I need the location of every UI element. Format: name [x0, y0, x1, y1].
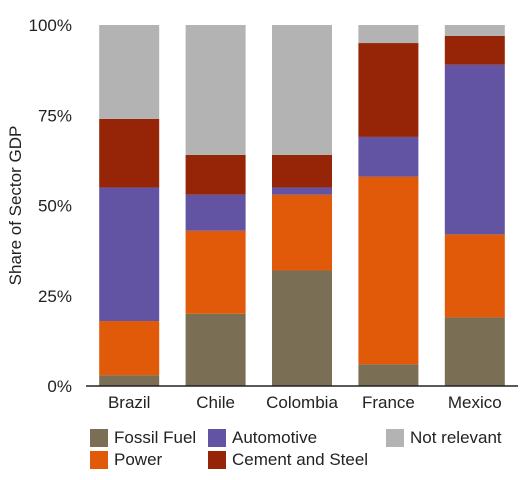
- y-tick-label: 75%: [38, 106, 72, 125]
- y-tick-label: 100%: [29, 16, 72, 35]
- bar-colombia-not-relevant: [272, 25, 332, 155]
- legend-swatch-power: [90, 451, 108, 469]
- y-tick-label: 50%: [38, 197, 72, 216]
- bar-chile-automotive: [185, 194, 246, 231]
- bar-mexico-cement-and-steel: [444, 35, 505, 65]
- y-tick-label: 0%: [47, 377, 72, 396]
- bar-brazil-automotive: [99, 187, 160, 322]
- bar-france-not-relevant: [358, 25, 419, 44]
- bar-chile-not-relevant: [185, 25, 246, 155]
- legend-item-not-relevant: Not relevant: [386, 428, 502, 448]
- bar-mexico-power: [444, 234, 505, 318]
- legend-item-cement-steel: Cement and Steel: [208, 450, 368, 470]
- legend-item-fossil-fuel: Fossil Fuel: [90, 428, 196, 448]
- bar-chile-fossil-fuel: [185, 313, 246, 386]
- x-tick-label: France: [362, 393, 415, 412]
- bar-brazil-not-relevant: [99, 25, 160, 119]
- bar-france-power: [358, 176, 419, 365]
- legend-swatch-automotive: [208, 429, 226, 447]
- bar-brazil-power: [99, 321, 160, 376]
- legend: Fossil Fuel Power Automotive Cement and …: [90, 428, 520, 472]
- legend-label-power: Power: [114, 450, 163, 469]
- x-tick-label: Colombia: [266, 393, 338, 412]
- y-tick-labels: 0% 25% 50% 75% 100%: [29, 16, 72, 396]
- legend-swatch-not-relevant: [386, 429, 404, 447]
- x-tick-label: Brazil: [108, 393, 151, 412]
- bar-colombia-fossil-fuel: [272, 270, 332, 386]
- bar-colombia-power: [272, 194, 332, 271]
- bar-colombia-cement-and-steel: [272, 154, 332, 188]
- bar-france-fossil-fuel: [358, 364, 419, 386]
- legend-label-cement-steel: Cement and Steel: [232, 450, 369, 469]
- x-tick-label: Mexico: [448, 393, 502, 412]
- legend-item-power: Power: [90, 450, 162, 470]
- legend-swatch-fossil-fuel: [90, 429, 108, 447]
- legend-item-automotive: Automotive: [208, 428, 317, 448]
- bar-brazil-cement-and-steel: [99, 118, 160, 188]
- bar-mexico-not-relevant: [444, 25, 505, 36]
- stacked-bar-chart: 0% 25% 50% 75% 100% Brazil Chile Colombia Franc…: [6, 16, 518, 412]
- bar-france-automotive: [358, 136, 419, 177]
- legend-swatch-cement-steel: [208, 451, 226, 469]
- y-axis-title: Share of Sector GDP: [6, 126, 25, 286]
- bars-group: [99, 25, 505, 386]
- legend-label-automotive: Automotive: [232, 428, 318, 447]
- bar-brazil-fossil-fuel: [99, 375, 160, 386]
- x-tick-labels: Brazil Chile Colombia France Mexico: [108, 393, 502, 412]
- x-tick-label: Chile: [196, 393, 235, 412]
- legend-label-fossil-fuel: Fossil Fuel: [114, 428, 197, 447]
- bar-mexico-fossil-fuel: [444, 317, 505, 386]
- bar-mexico-automotive: [444, 64, 505, 235]
- bar-colombia-automotive: [272, 187, 332, 195]
- bar-france-cement-and-steel: [358, 43, 419, 137]
- bar-chile-cement-and-steel: [185, 154, 246, 195]
- y-tick-label: 25%: [38, 287, 72, 306]
- legend-label-not-relevant: Not relevant: [410, 428, 502, 447]
- bar-chile-power: [185, 230, 246, 314]
